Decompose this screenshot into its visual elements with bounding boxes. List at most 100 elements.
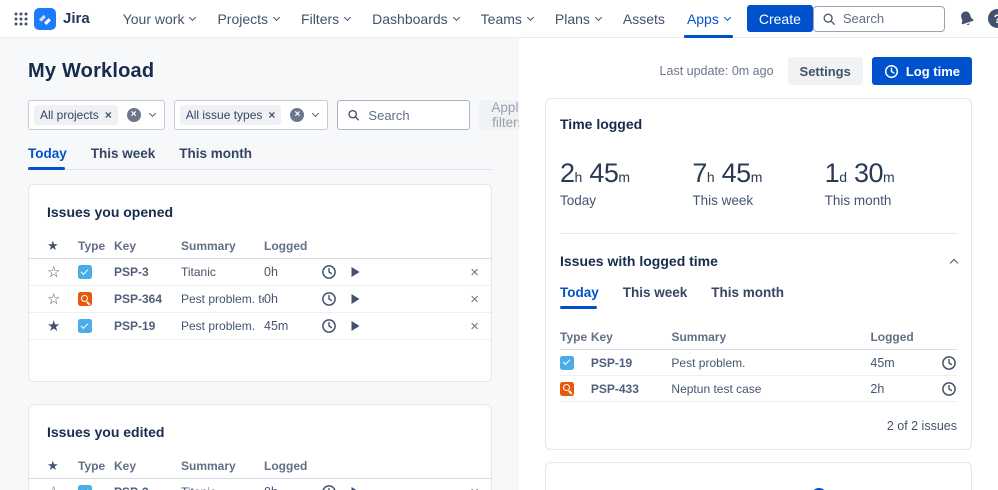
issues-count-text: 2 of 2 issues [886, 419, 957, 433]
issue-type-filter-chip: All issue types × [179, 105, 282, 125]
log-time-icon[interactable] [941, 355, 957, 371]
nav-your-work[interactable]: Your work [112, 0, 207, 38]
nav-dashboards[interactable]: Dashboards [361, 0, 470, 38]
task-type-icon [560, 355, 574, 370]
nav-apps[interactable]: Apps [676, 0, 741, 38]
task-type-icon [78, 319, 92, 333]
cancel-all-timers-button[interactable]: × Cancel all timers [810, 488, 937, 490]
tab-this-week[interactable]: This week [622, 285, 688, 300]
tab-this-month[interactable]: This month [179, 146, 253, 161]
dismiss-icon[interactable]: × [459, 484, 479, 490]
start-timer-icon[interactable] [348, 265, 459, 279]
dismiss-icon[interactable]: × [470, 317, 479, 335]
log-time-button[interactable]: Log time [871, 57, 972, 85]
dismiss-icon[interactable]: × [470, 263, 479, 281]
log-time-icon[interactable] [321, 318, 348, 334]
remove-chip-icon[interactable]: × [268, 108, 276, 122]
log-time-icon[interactable] [321, 264, 348, 280]
table-row: PSP-19 Pest problem. 45m × [29, 313, 491, 340]
star-toggle[interactable] [47, 483, 78, 490]
help-icon[interactable]: ? [987, 9, 998, 28]
jira-logo-icon [34, 7, 56, 30]
table-header: Type Key Summary Logged [29, 233, 491, 259]
logged-value: 0h [264, 292, 278, 306]
issue-key: PSP-19 [590, 355, 633, 370]
nav-filters[interactable]: Filters [290, 0, 361, 38]
start-timer-icon[interactable] [348, 292, 459, 306]
search-icon [823, 12, 835, 25]
star-toggle[interactable] [47, 263, 78, 281]
start-timer-icon[interactable] [348, 319, 459, 333]
issue-summary: Titanic [181, 265, 216, 279]
tab-this-week[interactable]: This week [90, 146, 156, 161]
global-search-input[interactable] [842, 11, 933, 26]
start-timer-icon[interactable] [348, 485, 459, 490]
panel-header: Last update: 0m ago Settings Log time [545, 57, 972, 85]
logged-value: 45m [870, 355, 895, 370]
clear-filter-icon[interactable]: × [126, 108, 141, 122]
collapse-chevron-icon[interactable] [949, 258, 959, 268]
log-time-icon[interactable] [321, 291, 348, 307]
apply-filters-button[interactable]: Apply filters [479, 100, 519, 130]
workload-panel: My Workload All projects × × All issue t… [0, 38, 519, 490]
issue-type-filter-select[interactable]: All issue types × × [173, 100, 329, 130]
chevron-down-icon[interactable] [148, 109, 156, 118]
tab-this-month[interactable]: This month [711, 285, 785, 300]
chevron-down-icon [723, 13, 731, 21]
stat-this-week: 7h 45m This week [692, 158, 763, 208]
log-time-icon[interactable] [941, 381, 957, 397]
tab-today[interactable]: Today [560, 285, 609, 309]
star-toggle[interactable] [47, 290, 78, 308]
stat-this-month: 1d 30m This month [824, 158, 895, 208]
nav-projects[interactable]: Projects [206, 0, 290, 38]
chevron-down-icon [594, 13, 602, 21]
clear-filter-icon[interactable]: × [290, 108, 305, 122]
main-navigation: Your work Projects Filters Dashboards Te… [112, 0, 741, 38]
issues-opened-card: Issues you opened Type Key Summary Logge… [28, 184, 492, 382]
chevron-down-icon [272, 13, 281, 21]
issues-edited-table: Type Key Summary Logged PSP-3 Titanic 0h [29, 453, 491, 490]
logged-value: 0h [264, 485, 321, 490]
chevron-down-icon [526, 13, 534, 21]
period-tabs: Today This week This month [28, 146, 492, 170]
table-row: PSP-433 Neptun test case 2h [560, 376, 957, 402]
notification-bell-icon[interactable] [958, 10, 975, 27]
chevron-down-icon [189, 13, 197, 21]
stat-today: 2h 45m Today [560, 158, 631, 208]
issues-edited-card: Issues you edited Type Key Summary Logge… [28, 404, 492, 490]
global-search[interactable] [812, 5, 945, 32]
card-title: Issues you edited [47, 424, 165, 440]
test-type-icon [78, 292, 92, 306]
issue-search-input[interactable] [368, 107, 461, 123]
nav-teams[interactable]: Teams [470, 0, 544, 38]
time-logged-stats: 2h 45m Today 7h 45m This week 1d 30m This m… [560, 158, 957, 208]
star-toggle[interactable] [47, 317, 78, 335]
issue-summary: Pest problem. [181, 319, 256, 333]
log-time-icon[interactable] [321, 484, 348, 490]
remove-chip-icon[interactable]: × [104, 108, 112, 122]
logged-issues-table: Type Key Summary Logged PSP-19 Pest prob… [560, 325, 957, 402]
issue-summary: Neptun test case [671, 381, 762, 396]
top-navbar: Jira Your work Projects Filters Dashboar… [0, 0, 998, 38]
project-filter-select[interactable]: All projects × × [28, 100, 165, 130]
nav-assets[interactable]: Assets [622, 10, 665, 27]
issue-summary: Pest problem. te... [181, 292, 264, 306]
project-filter-chip: All projects × [34, 105, 118, 125]
jira-logo[interactable]: Jira [34, 7, 90, 30]
tab-today[interactable]: Today [28, 146, 77, 170]
search-icon [348, 109, 360, 121]
settings-button[interactable]: Settings [787, 57, 863, 85]
nav-plans[interactable]: Plans [544, 0, 612, 38]
card-title: Time logged [560, 116, 643, 132]
issue-key: PSP-3 [114, 265, 149, 279]
dismiss-icon[interactable]: × [470, 290, 479, 308]
issue-summary: Titanic [181, 485, 264, 490]
chevron-down-icon[interactable] [312, 109, 320, 118]
issue-search[interactable] [337, 100, 471, 130]
create-button[interactable]: Create [746, 5, 813, 32]
logged-value: 45m [264, 319, 289, 333]
issue-summary: Pest problem. [671, 355, 746, 370]
issue-key: PSP-3 [114, 485, 181, 490]
card-title: Issues you opened [47, 204, 174, 220]
app-switcher-icon[interactable] [14, 8, 28, 30]
